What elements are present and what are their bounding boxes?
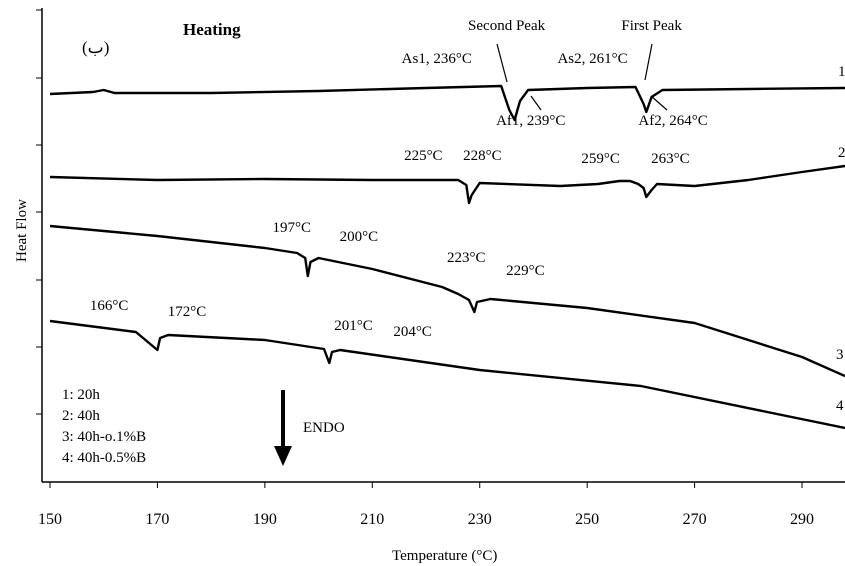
x-tick-label: 230 bbox=[468, 511, 492, 528]
series-label-3: 3 bbox=[836, 347, 844, 363]
annotation-label: 259°C bbox=[581, 151, 620, 167]
x-tick-label: 170 bbox=[145, 511, 169, 528]
annotation-label: As2, 261°C bbox=[557, 51, 627, 67]
legend-item-3: 3: 40h-o.1%B bbox=[62, 429, 146, 445]
x-ticks: 150 170 190 210 230 250 270 290 bbox=[38, 482, 814, 528]
annotation-label: 201°C bbox=[334, 318, 373, 334]
annotation-label: Af1, 239°C bbox=[496, 113, 565, 129]
y-axis-label: Heat Flow bbox=[14, 199, 30, 262]
endo-label: ENDO bbox=[303, 420, 345, 436]
annotation-label: 228°C bbox=[463, 148, 502, 164]
legend: 1: 20h 2: 40h 3: 40h-o.1%B 4: 40h-0.5%B bbox=[62, 387, 146, 466]
annotation-label: 172°C bbox=[168, 304, 207, 320]
annotations-group: Second Peak First Peak As1, 236°C As2, 261°… bbox=[90, 18, 708, 340]
series-line-1 bbox=[49, 84, 845, 122]
annotation-label: 204°C bbox=[393, 324, 432, 340]
legend-item-1: 1: 20h bbox=[62, 387, 100, 403]
y-ticks bbox=[36, 9, 42, 415]
series-line-3 bbox=[49, 224, 845, 378]
x-tick-label: 250 bbox=[575, 511, 599, 528]
annotation-label: 223°C bbox=[447, 250, 486, 266]
annotation-label: 197°C bbox=[272, 220, 311, 236]
legend-item-2: 2: 40h bbox=[62, 408, 100, 424]
annotation-label: 263°C bbox=[651, 151, 690, 167]
series-label-2: 2 bbox=[838, 145, 845, 161]
annotation-label: Second Peak bbox=[468, 18, 546, 34]
x-axis-label: Temperature (°C) bbox=[392, 548, 497, 564]
x-tick-label: 150 bbox=[38, 511, 62, 528]
x-tick-label: 290 bbox=[790, 511, 814, 528]
annotation-label: 225°C bbox=[404, 148, 443, 164]
series-label-1: 1 bbox=[838, 64, 845, 80]
series-label-4: 4 bbox=[836, 398, 844, 414]
x-tick-label: 210 bbox=[360, 511, 384, 528]
series-line-2 bbox=[49, 164, 845, 205]
endo-arrow bbox=[274, 390, 292, 466]
panel-label: (ب) bbox=[82, 38, 109, 57]
chart-title: Heating bbox=[183, 20, 241, 39]
x-tick-label: 190 bbox=[253, 511, 277, 528]
legend-item-4: 4: 40h-0.5%B bbox=[62, 450, 146, 466]
x-tick-label: 270 bbox=[683, 511, 707, 528]
annotation-label: 229°C bbox=[506, 263, 545, 279]
peak-pointers bbox=[496, 43, 668, 111]
annotation-label: Af2, 264°C bbox=[638, 113, 707, 129]
annotation-label: First Peak bbox=[621, 18, 682, 34]
annotation-label: 166°C bbox=[90, 298, 129, 314]
annotation-label: 200°C bbox=[340, 229, 379, 245]
series-line-4 bbox=[49, 319, 845, 430]
series-group bbox=[49, 84, 845, 430]
annotation-label: As1, 236°C bbox=[402, 51, 472, 67]
